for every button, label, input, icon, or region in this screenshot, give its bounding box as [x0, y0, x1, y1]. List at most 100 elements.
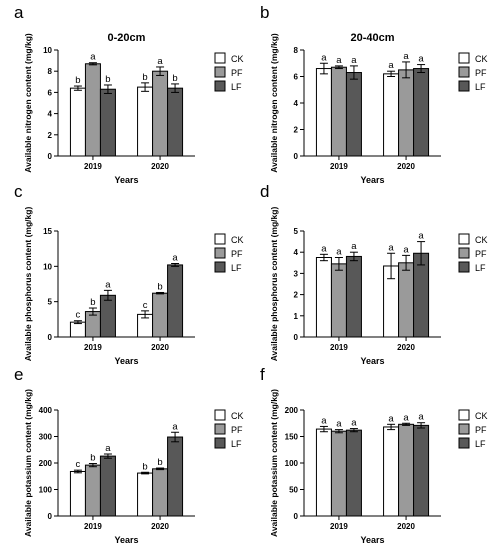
significance-letter: b: [172, 73, 177, 84]
bar-pf-2020: [152, 292, 169, 338]
significance-letter: a: [321, 415, 327, 426]
legend-label-lf: LF: [231, 82, 242, 92]
legend-label-lf: LF: [475, 263, 486, 273]
legend-swatch-pf: [214, 247, 226, 259]
y-tick-label: 8: [294, 46, 299, 55]
legend-swatch-lf: [214, 80, 226, 92]
x-tick-label: 2019: [330, 522, 348, 531]
legend-swatch-ck: [214, 409, 226, 421]
significance-letter: c: [76, 459, 81, 470]
bar-ck-2019: [69, 470, 86, 517]
legend-label-ck: CK: [231, 411, 244, 421]
legend-swatch-lf: [458, 261, 470, 273]
significance-letter: a: [403, 244, 409, 255]
legend-label-pf: PF: [231, 249, 243, 259]
bar-lf-2019: [99, 294, 116, 338]
y-tick-label: 0: [48, 512, 53, 521]
significance-letter: b: [157, 281, 162, 292]
x-tick-label: 2020: [397, 522, 415, 531]
y-tick-label: 2: [48, 131, 53, 140]
bar-ck-2019: [315, 428, 332, 517]
legend-label-lf: LF: [231, 263, 242, 273]
bar-ck-2020: [137, 86, 154, 157]
significance-letter: a: [351, 241, 357, 252]
legend-label-lf: LF: [231, 439, 242, 449]
significance-letter: a: [105, 443, 111, 454]
legend-swatch-lf: [214, 437, 226, 449]
legend-swatch-ck: [458, 52, 470, 64]
y-axis-label: Available nitrogen content (mg/kg): [23, 33, 33, 173]
panel-b: b 20-40cm 0 2 4 6 8 Available nitrogen content …: [260, 3, 488, 185]
significance-letter: b: [90, 453, 95, 464]
significance-letter: a: [418, 412, 424, 423]
legend-label-lf: LF: [475, 439, 486, 449]
x-axis-label: Years: [114, 175, 138, 185]
legend-label-pf: PF: [231, 425, 243, 435]
legend-label-ck: CK: [231, 54, 244, 64]
legend-label-ck: CK: [475, 411, 488, 421]
bar-ck-2020: [383, 426, 400, 517]
bar-lf-2020: [167, 264, 184, 338]
y-tick-label: 0: [294, 333, 299, 342]
y-tick-label: 2: [294, 291, 299, 300]
x-axis-label: Years: [114, 535, 138, 545]
x-tick-label: 2020: [151, 343, 169, 352]
legend-swatch-pf: [458, 247, 470, 259]
bar-lf-2020: [413, 424, 430, 517]
bar-lf-2020: [167, 87, 184, 157]
y-tick-label: 0: [294, 512, 299, 521]
panel-d: d 0 1 2 3 4 5 Available phosphorus content (mg/…: [260, 182, 488, 366]
bar-lf-2020: [167, 436, 184, 517]
panel-letter: d: [260, 182, 269, 201]
significance-letter: a: [403, 51, 409, 62]
y-tick-label: 10: [43, 262, 52, 271]
significance-letter: b: [157, 457, 162, 468]
bar-lf-2019: [345, 72, 362, 157]
legend-label-ck: CK: [475, 54, 488, 64]
legend-swatch-pf: [214, 423, 226, 435]
y-tick-label: 200: [285, 406, 299, 415]
significance-letter: a: [351, 55, 357, 66]
legend-swatch-ck: [458, 233, 470, 245]
legend-swatch-ck: [458, 409, 470, 421]
panel-title: 20-40cm: [350, 32, 394, 44]
legend-swatch-ck: [214, 52, 226, 64]
panel-letter: b: [260, 3, 269, 22]
bar-ck-2019: [69, 87, 86, 157]
bar-ck-2020: [137, 472, 154, 517]
legend-label-pf: PF: [475, 425, 487, 435]
significance-letter: a: [105, 279, 111, 290]
significance-letter: a: [388, 413, 394, 424]
x-tick-label: 2020: [397, 343, 415, 352]
x-tick-label: 2020: [151, 522, 169, 531]
y-tick-label: 400: [39, 406, 53, 415]
legend-swatch-lf: [458, 80, 470, 92]
x-tick-label: 2019: [84, 343, 102, 352]
legend-swatch-lf: [214, 261, 226, 273]
x-axis-label: Years: [360, 175, 384, 185]
x-tick-label: 2019: [84, 522, 102, 531]
y-tick-label: 5: [294, 227, 299, 236]
significance-letter: a: [321, 52, 327, 63]
significance-letter: b: [90, 297, 95, 308]
x-tick-label: 2020: [151, 162, 169, 171]
bar-ck-2020: [383, 73, 400, 157]
x-tick-label: 2020: [397, 162, 415, 171]
y-tick-label: 0: [48, 333, 53, 342]
panel-title: 0-20cm: [108, 32, 146, 44]
bar-lf-2020: [413, 68, 430, 157]
y-axis-label: Available phosphorus content (mg/kg): [23, 207, 33, 362]
bar-pf-2019: [84, 63, 101, 157]
legend-swatch-pf: [458, 66, 470, 78]
significance-letter: a: [90, 52, 96, 63]
y-tick-label: 2: [294, 126, 299, 135]
bar-lf-2019: [345, 429, 362, 517]
y-tick-label: 4: [48, 110, 53, 119]
significance-letter: a: [388, 60, 394, 71]
significance-letter: a: [336, 247, 342, 258]
significance-letter: c: [143, 300, 148, 311]
bar-lf-2020: [413, 252, 430, 338]
significance-letter: a: [172, 253, 178, 264]
panel-letter: c: [14, 182, 23, 201]
